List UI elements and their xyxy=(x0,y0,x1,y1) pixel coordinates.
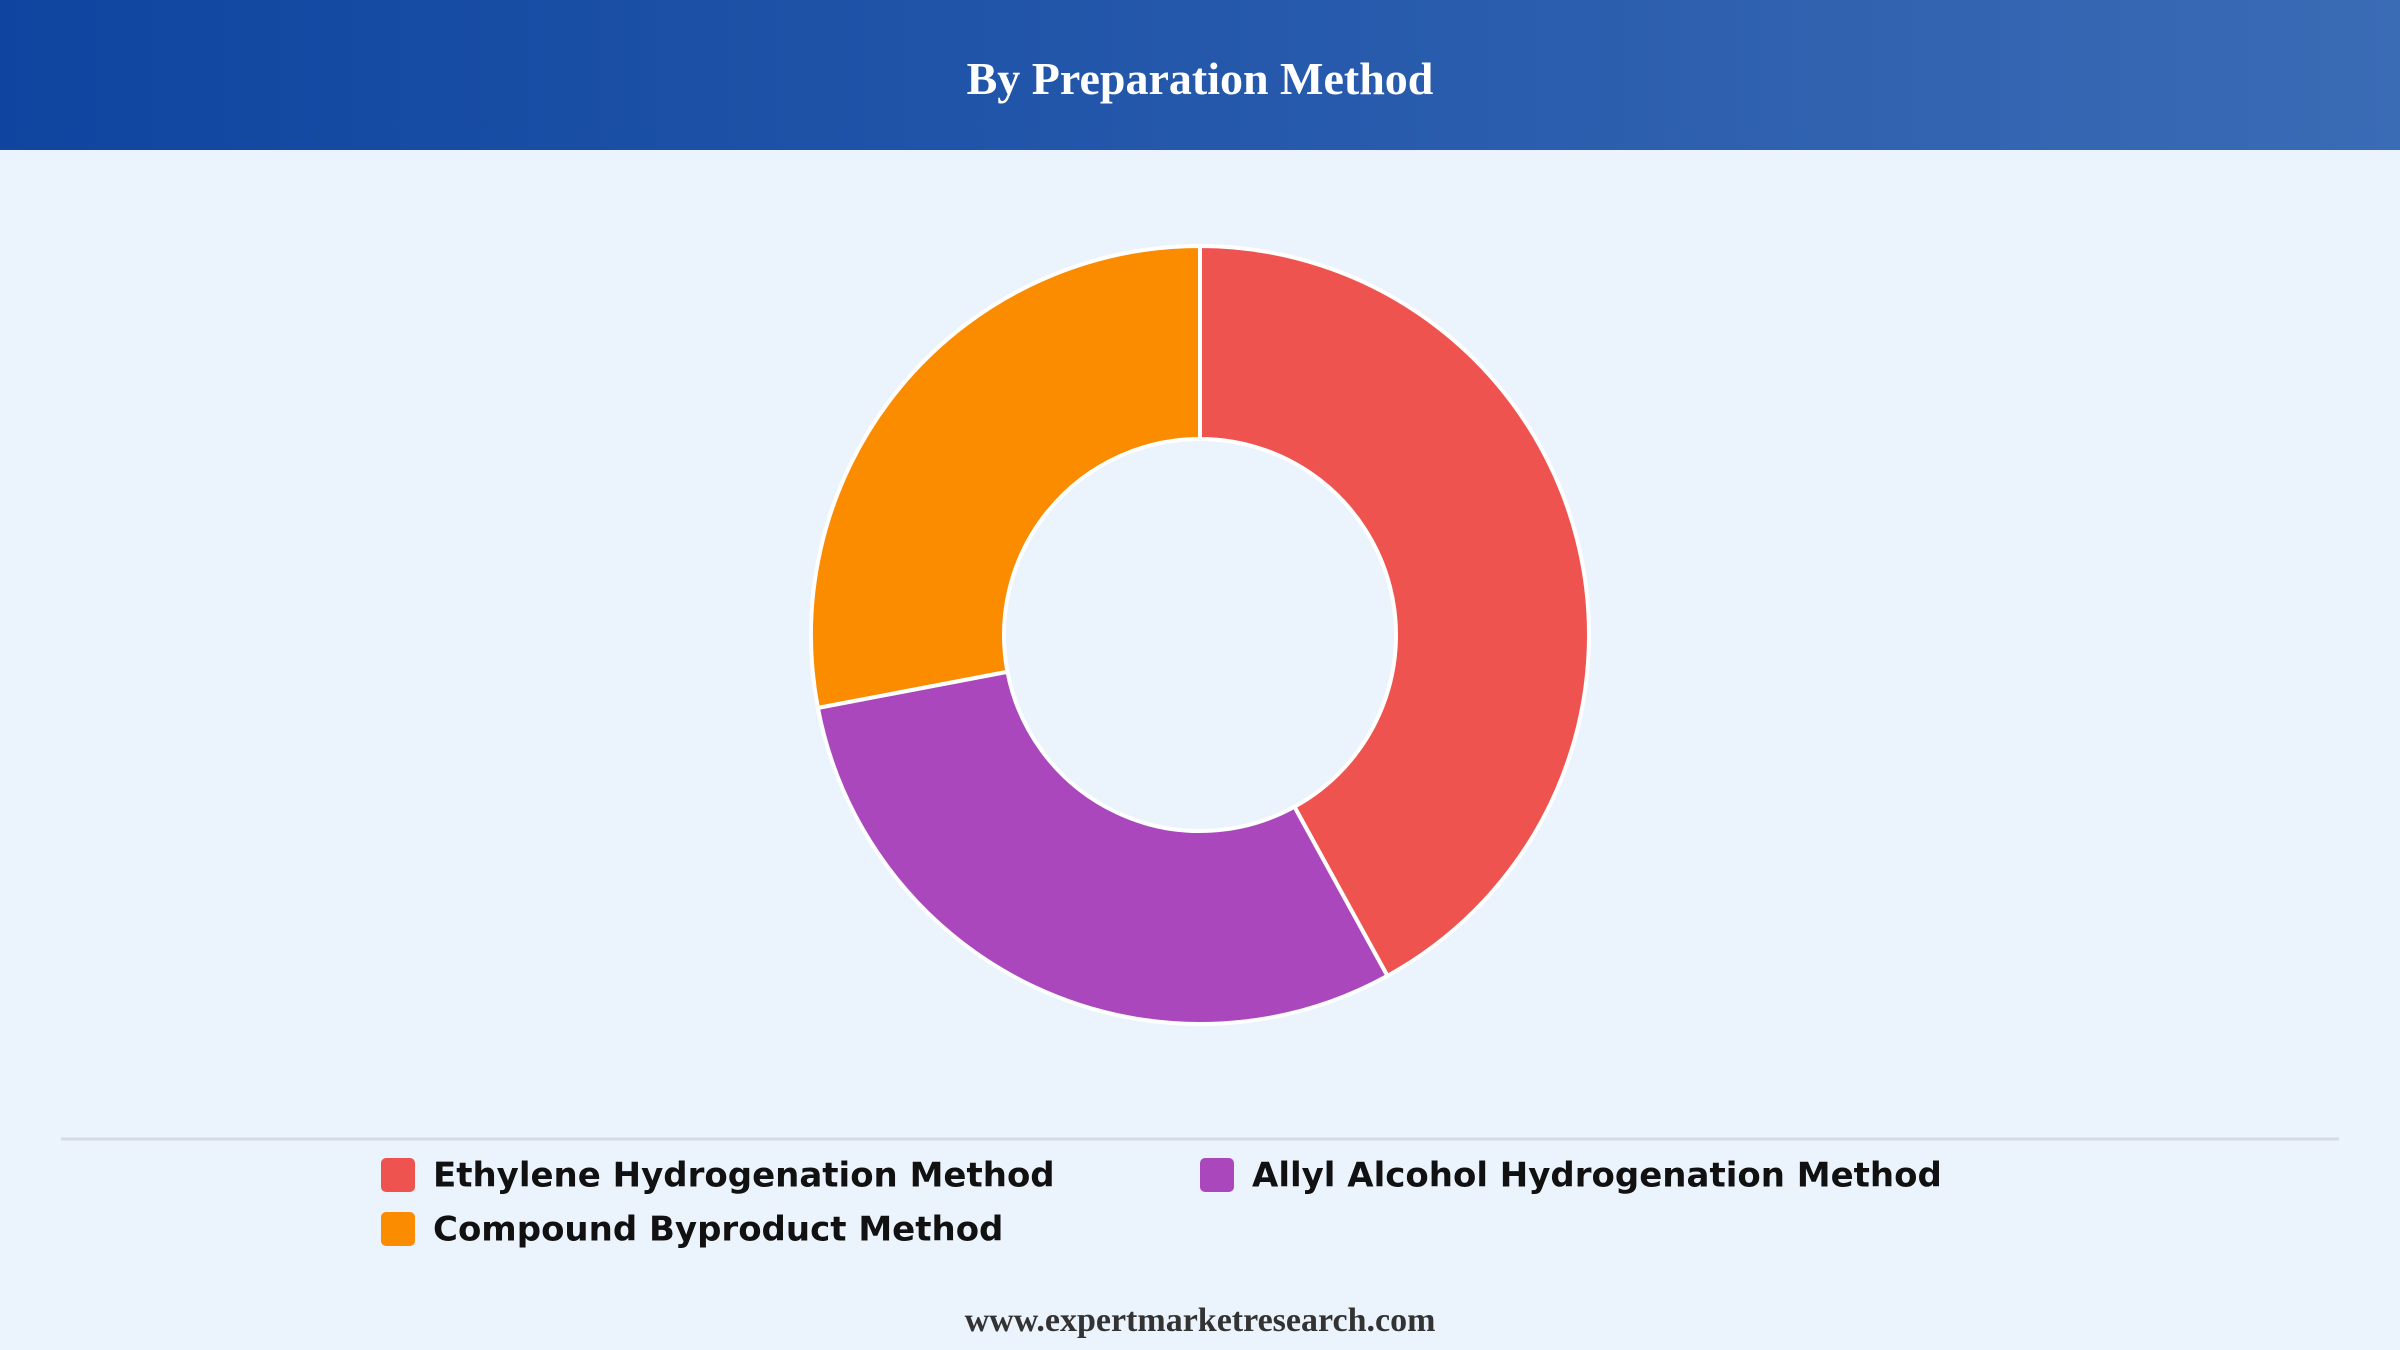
legend-swatch xyxy=(381,1212,415,1246)
legend-label: Ethylene Hydrogenation Method xyxy=(433,1156,1055,1196)
footer-source: www.expertmarketresearch.com xyxy=(965,1302,1436,1339)
legend-label: Compound Byproduct Method xyxy=(433,1210,1003,1250)
donut-slice xyxy=(809,243,1202,711)
donut-slice xyxy=(815,669,1391,1026)
legend-swatch xyxy=(381,1158,415,1192)
legend-swatch xyxy=(1200,1158,1234,1192)
header-bar xyxy=(0,0,2400,150)
legend-label: Allyl Alcohol Hydrogenation Method xyxy=(1252,1156,1942,1196)
chart-title: By Preparation Method xyxy=(967,53,1434,104)
donut-slice xyxy=(1198,243,1591,979)
